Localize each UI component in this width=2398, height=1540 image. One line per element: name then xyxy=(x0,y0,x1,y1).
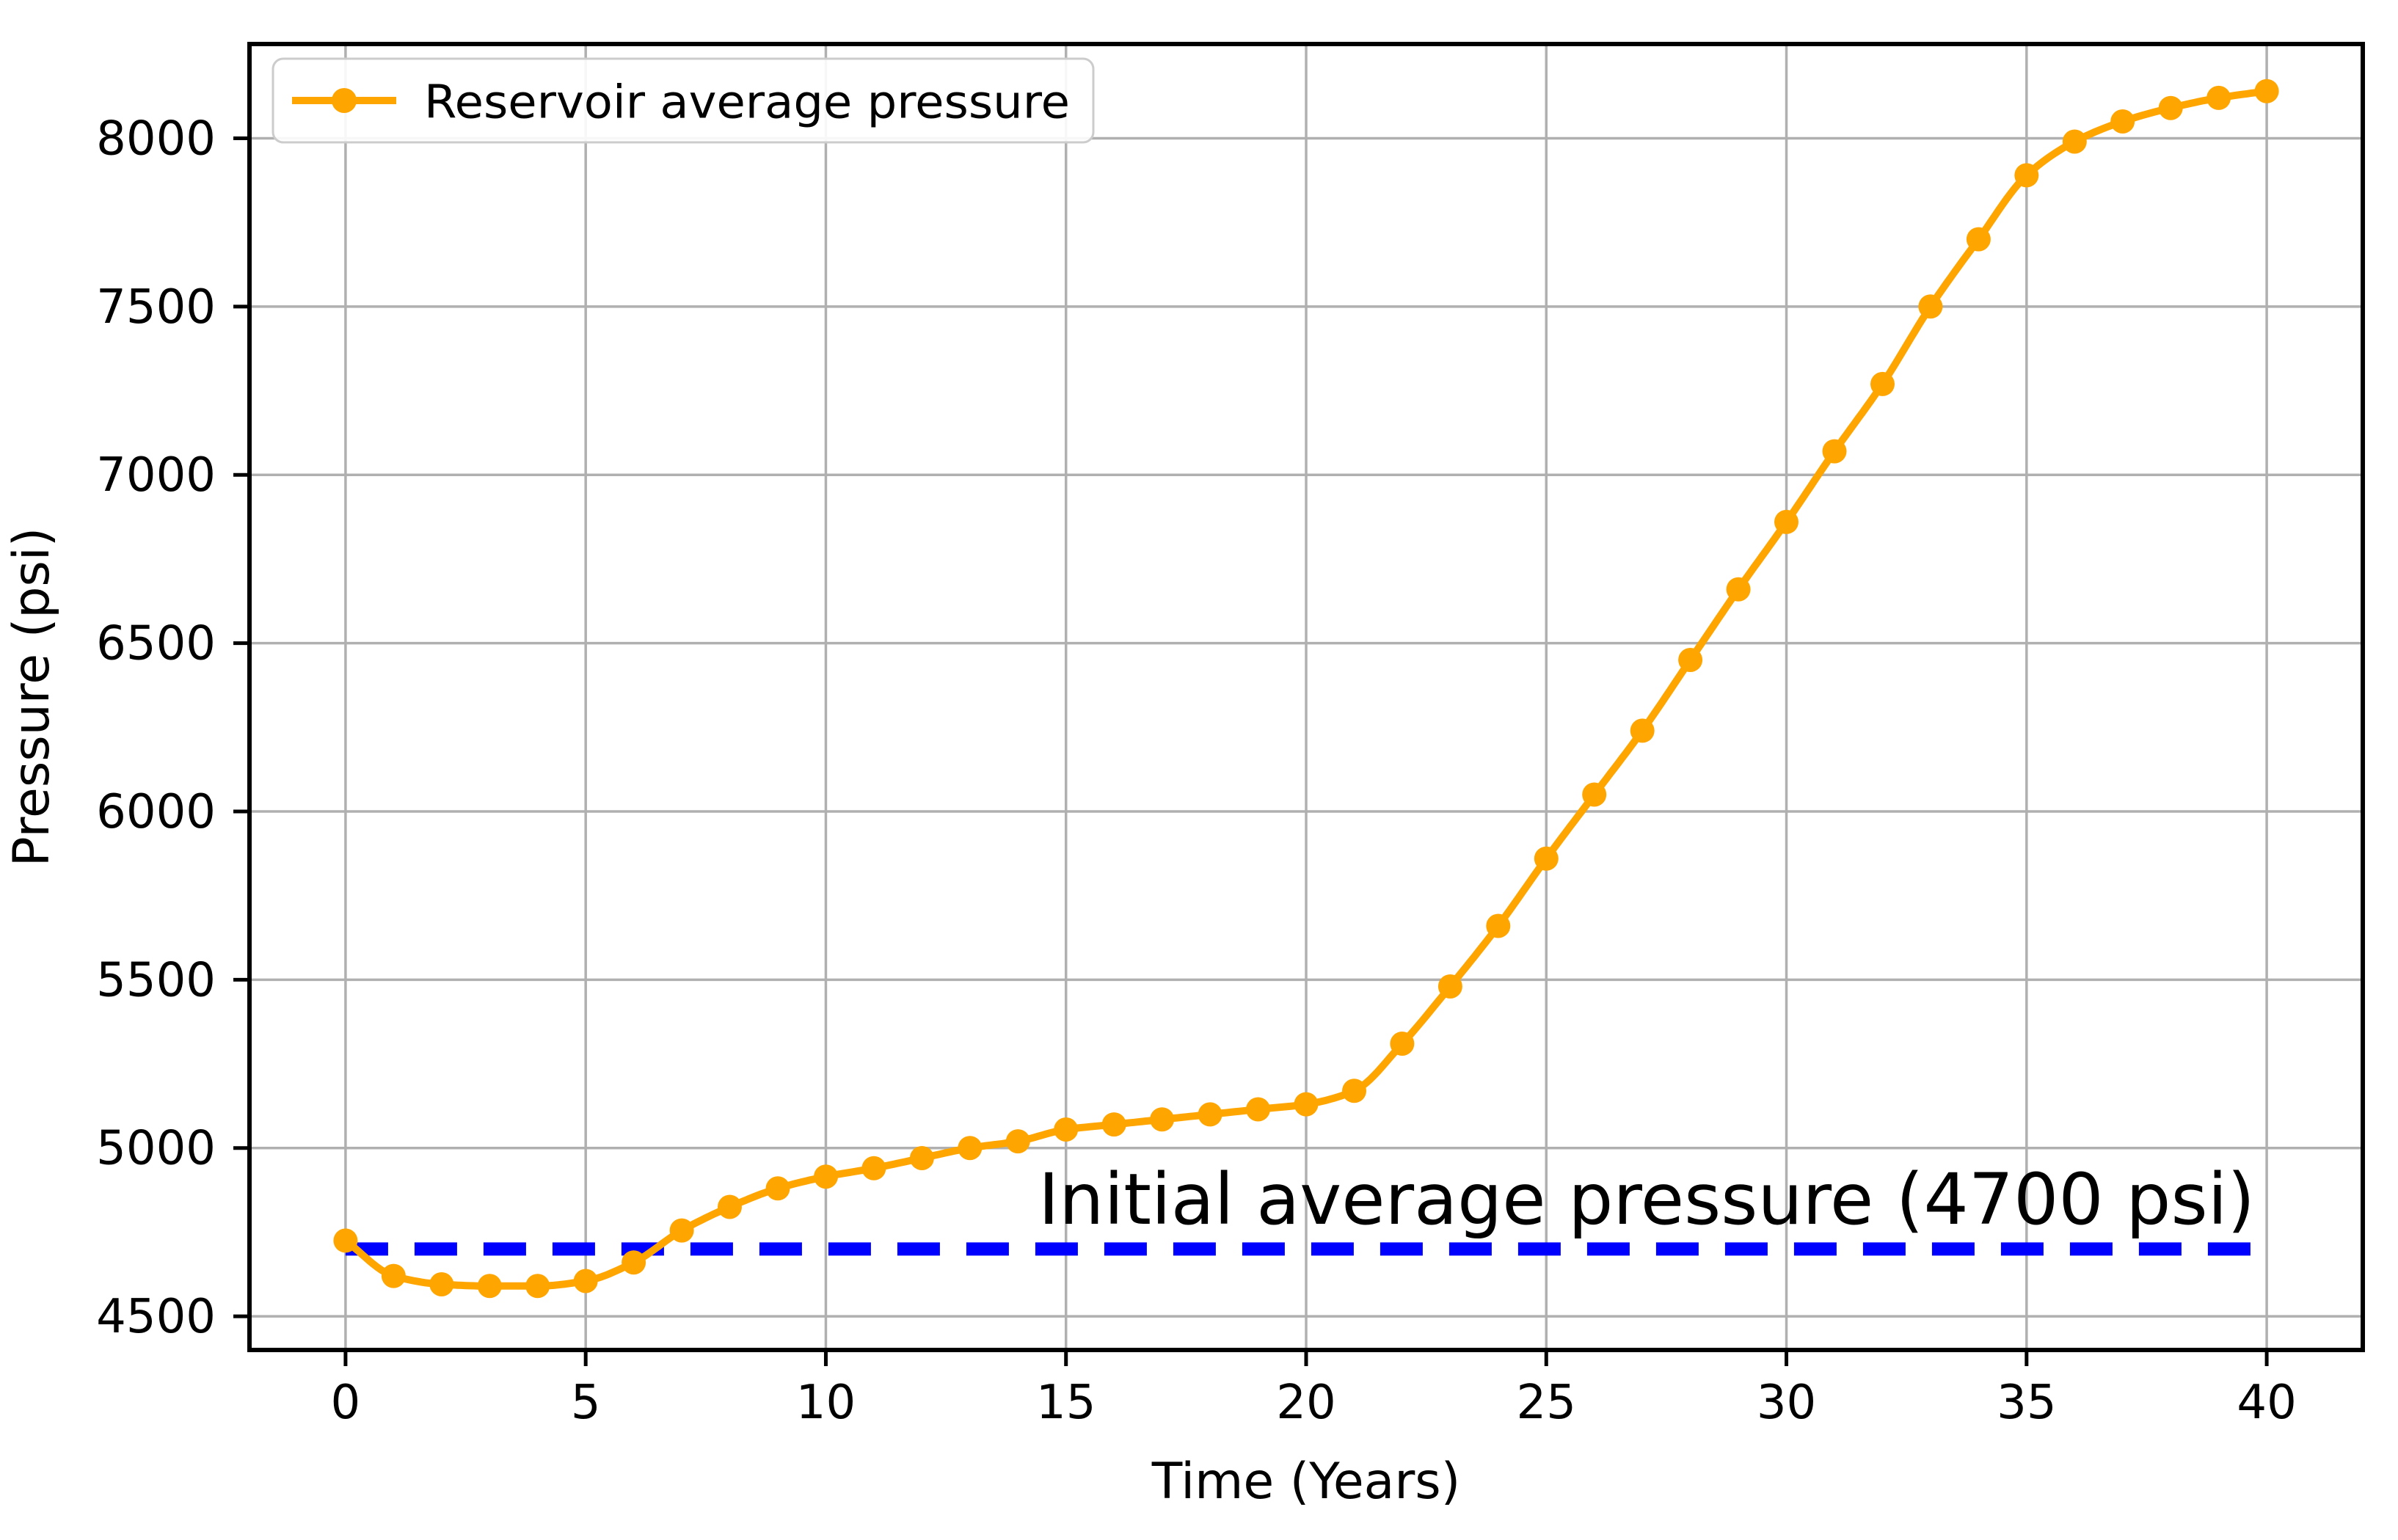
x-tick-label: 40 xyxy=(2237,1376,2296,1430)
y-tick-label: 8000 xyxy=(96,112,216,166)
y-tick-label: 6500 xyxy=(96,617,216,671)
data-point-marker xyxy=(1294,1092,1319,1117)
y-axis-label: Pressure (psi) xyxy=(3,528,61,867)
data-point-marker xyxy=(669,1218,694,1243)
data-point-marker xyxy=(2014,163,2039,188)
x-tick-label: 15 xyxy=(1036,1376,1096,1430)
data-point-marker xyxy=(1101,1112,1126,1137)
data-point-marker xyxy=(1774,509,1798,534)
x-tick-label: 35 xyxy=(1997,1376,2056,1430)
data-point-marker xyxy=(1582,782,1607,807)
data-point-marker xyxy=(718,1194,742,1219)
x-tick-label: 0 xyxy=(331,1376,361,1430)
y-tick-label: 5500 xyxy=(96,953,216,1007)
data-point-marker xyxy=(1198,1102,1222,1127)
data-point-marker xyxy=(525,1274,550,1299)
data-point-marker xyxy=(2158,95,2183,120)
data-point-marker xyxy=(1918,294,1943,319)
data-point-marker xyxy=(1486,913,1511,938)
reservoir-pressure-markers xyxy=(333,79,2279,1299)
legend-marker-icon xyxy=(332,88,357,113)
x-tick-label: 10 xyxy=(796,1376,856,1430)
data-point-marker xyxy=(381,1263,406,1288)
initial-pressure-annotation: Initial average pressure (4700 psi) xyxy=(1038,1158,2255,1241)
x-axis-label: Time (Years) xyxy=(1151,1453,1460,1511)
y-tick-label: 6000 xyxy=(96,785,216,839)
data-point-marker xyxy=(1630,718,1655,743)
data-point-marker xyxy=(1534,846,1559,871)
y-tick-label: 7000 xyxy=(96,448,216,503)
plot-border xyxy=(247,42,2365,1352)
data-point-marker xyxy=(573,1269,598,1293)
data-point-marker xyxy=(1150,1107,1175,1132)
x-ticks: 0 5 10 15 20 25 30 35 40 xyxy=(331,1350,2297,1430)
data-point-marker xyxy=(333,1228,358,1253)
x-tick-label: 20 xyxy=(1276,1376,1335,1430)
y-tick-label: 7500 xyxy=(96,280,216,335)
data-point-marker xyxy=(1870,371,1895,396)
data-point-marker xyxy=(2062,129,2087,154)
data-point-marker xyxy=(429,1272,454,1296)
data-point-marker xyxy=(1005,1129,1030,1154)
x-tick-label: 5 xyxy=(571,1376,601,1430)
data-point-marker xyxy=(477,1274,502,1299)
data-point-marker xyxy=(1342,1079,1366,1103)
legend-box xyxy=(271,57,1095,144)
legend-label: Reservoir average pressure xyxy=(424,76,1070,129)
data-point-marker xyxy=(1390,1032,1415,1056)
data-point-marker xyxy=(1726,577,1751,602)
data-point-marker xyxy=(1054,1117,1079,1142)
data-point-marker xyxy=(909,1146,934,1170)
y-tick-label: 5000 xyxy=(96,1122,216,1176)
data-point-marker xyxy=(958,1136,983,1161)
data-point-marker xyxy=(1966,227,1991,252)
data-point-marker xyxy=(2206,85,2231,110)
data-point-marker xyxy=(1246,1097,1270,1122)
data-point-marker xyxy=(765,1176,790,1201)
x-tick-label: 30 xyxy=(1757,1376,1816,1430)
data-point-marker xyxy=(2110,109,2135,134)
data-point-marker xyxy=(861,1156,886,1180)
y-ticks: 4500 5000 5500 6000 6500 7000 7500 8000 xyxy=(96,112,249,1344)
legend: Reservoir average pressure xyxy=(271,57,1095,144)
data-point-marker xyxy=(1822,439,1847,464)
data-point-marker xyxy=(2254,79,2279,103)
data-point-marker xyxy=(1678,648,1703,672)
data-point-marker xyxy=(1437,974,1462,999)
y-tick-label: 4500 xyxy=(96,1290,216,1344)
x-tick-label: 25 xyxy=(1517,1376,1576,1430)
data-point-marker xyxy=(814,1164,838,1189)
grid xyxy=(249,44,2363,1350)
data-point-marker xyxy=(622,1250,646,1275)
